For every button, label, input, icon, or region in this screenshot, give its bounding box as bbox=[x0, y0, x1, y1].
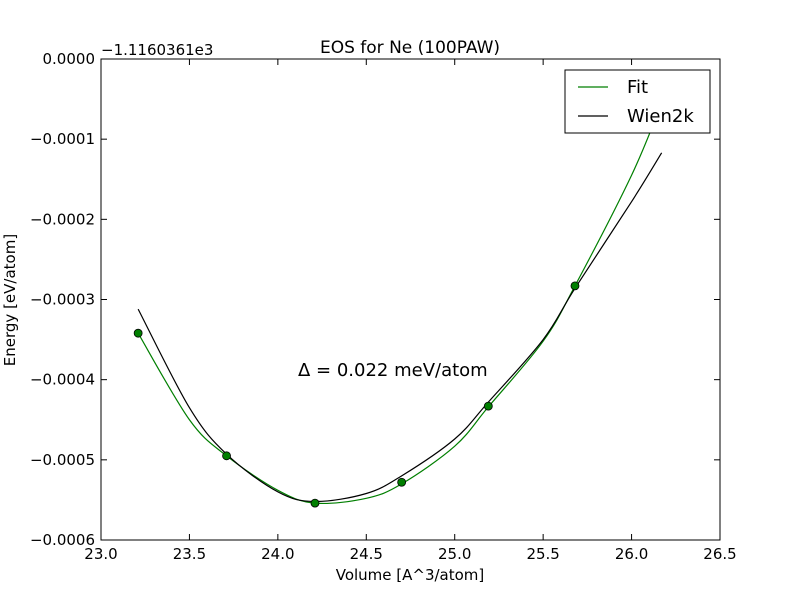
legend-box bbox=[564, 69, 711, 134]
x-tick-label: 26.0 bbox=[615, 545, 648, 563]
data-point bbox=[133, 328, 143, 338]
x-tick-label: 23.5 bbox=[173, 545, 206, 563]
data-point bbox=[397, 477, 407, 487]
x-axis-label: Volume [A^3/atom] bbox=[336, 566, 485, 584]
legend-wien2k-label: Wien2k bbox=[627, 106, 694, 127]
y-tick-label: 0.0000 bbox=[43, 50, 96, 68]
y-tick-label: −0.0004 bbox=[30, 371, 95, 389]
y-axis: 0.0000 −0.0001 −0.0002 −0.0003 −0.0004 −0.000… bbox=[30, 50, 720, 549]
x-tick-label: 24.5 bbox=[350, 545, 383, 563]
y-offset-label: −1.1160361e3 bbox=[101, 41, 213, 59]
data-point bbox=[222, 451, 231, 461]
x-axis: 23.0 23.5 24.0 24.5 25.0 25.5 26.0 26.5 bbox=[84, 59, 737, 563]
y-tick-label: −0.0003 bbox=[30, 291, 95, 309]
legend-fit-label: Fit bbox=[627, 77, 648, 98]
delta-annotation: Δ = 0.022 meV/atom bbox=[298, 360, 488, 381]
y-tick-label: −0.0005 bbox=[30, 451, 95, 469]
data-point bbox=[570, 281, 580, 291]
x-tick-label: 23.0 bbox=[84, 545, 117, 563]
y-tick-label: −0.0006 bbox=[30, 531, 95, 549]
y-axis-label: Energy [eV/atom] bbox=[1, 234, 19, 366]
x-tick-label: 26.5 bbox=[703, 545, 736, 563]
x-tick-label: 25.0 bbox=[438, 545, 471, 563]
chart-title: EOS for Ne (100PAW) bbox=[320, 38, 500, 58]
x-tick-label: 25.5 bbox=[526, 545, 559, 563]
y-tick-label: −0.0002 bbox=[30, 210, 95, 228]
y-tick-label: −0.0001 bbox=[30, 130, 95, 148]
plot-frame bbox=[100, 58, 721, 541]
data-point bbox=[483, 401, 493, 411]
data-point bbox=[310, 498, 320, 508]
x-tick-label: 24.0 bbox=[261, 545, 294, 563]
legend: Fit Wien2k bbox=[564, 69, 711, 134]
data-points bbox=[133, 281, 580, 508]
